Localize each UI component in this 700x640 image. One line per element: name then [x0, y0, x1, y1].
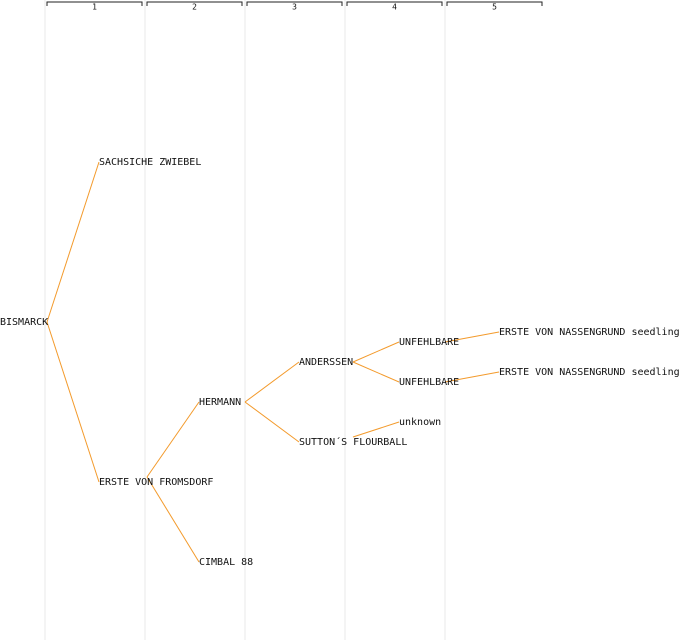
- header-bracket: [246, 1, 343, 6]
- node-label: ERSTE VON NASSENGRUND seedling: [499, 367, 680, 378]
- edges: [46, 161, 500, 563]
- header-bracket: [346, 1, 443, 6]
- header-label: 4: [392, 3, 397, 12]
- node-label: ERSTE VON NASSENGRUND seedling: [499, 327, 680, 338]
- header-label: 5: [492, 3, 497, 12]
- nodes: BISMARCK SACHSICHE ZWIEBEL ERSTE VON FROMS…: [0, 157, 680, 568]
- node-label: ANDERSSEN: [299, 357, 353, 368]
- node-label: CIMBAL 88: [199, 557, 253, 568]
- node-label: ERSTE VON FROMSDORF: [99, 477, 213, 488]
- header-bracket: [446, 1, 543, 6]
- generation-headers: 1 2 3 4 5: [46, 1, 543, 12]
- node-label: HERMANN: [199, 397, 241, 408]
- node-label: UNFEHLBARE: [399, 377, 459, 388]
- node-label: SUTTON´S FLOURBALL: [299, 436, 407, 448]
- header-label: 2: [192, 3, 197, 12]
- header-bracket: [146, 1, 243, 6]
- column-guides: [44, 0, 446, 640]
- header-label: 1: [92, 3, 97, 12]
- header-label: 3: [292, 3, 297, 12]
- header-bracket: [46, 1, 143, 6]
- node-label: BISMARCK: [0, 317, 48, 328]
- node-label: unknown: [399, 417, 441, 428]
- node-label: SACHSICHE ZWIEBEL: [99, 157, 201, 168]
- node-label: UNFEHLBARE: [399, 337, 459, 348]
